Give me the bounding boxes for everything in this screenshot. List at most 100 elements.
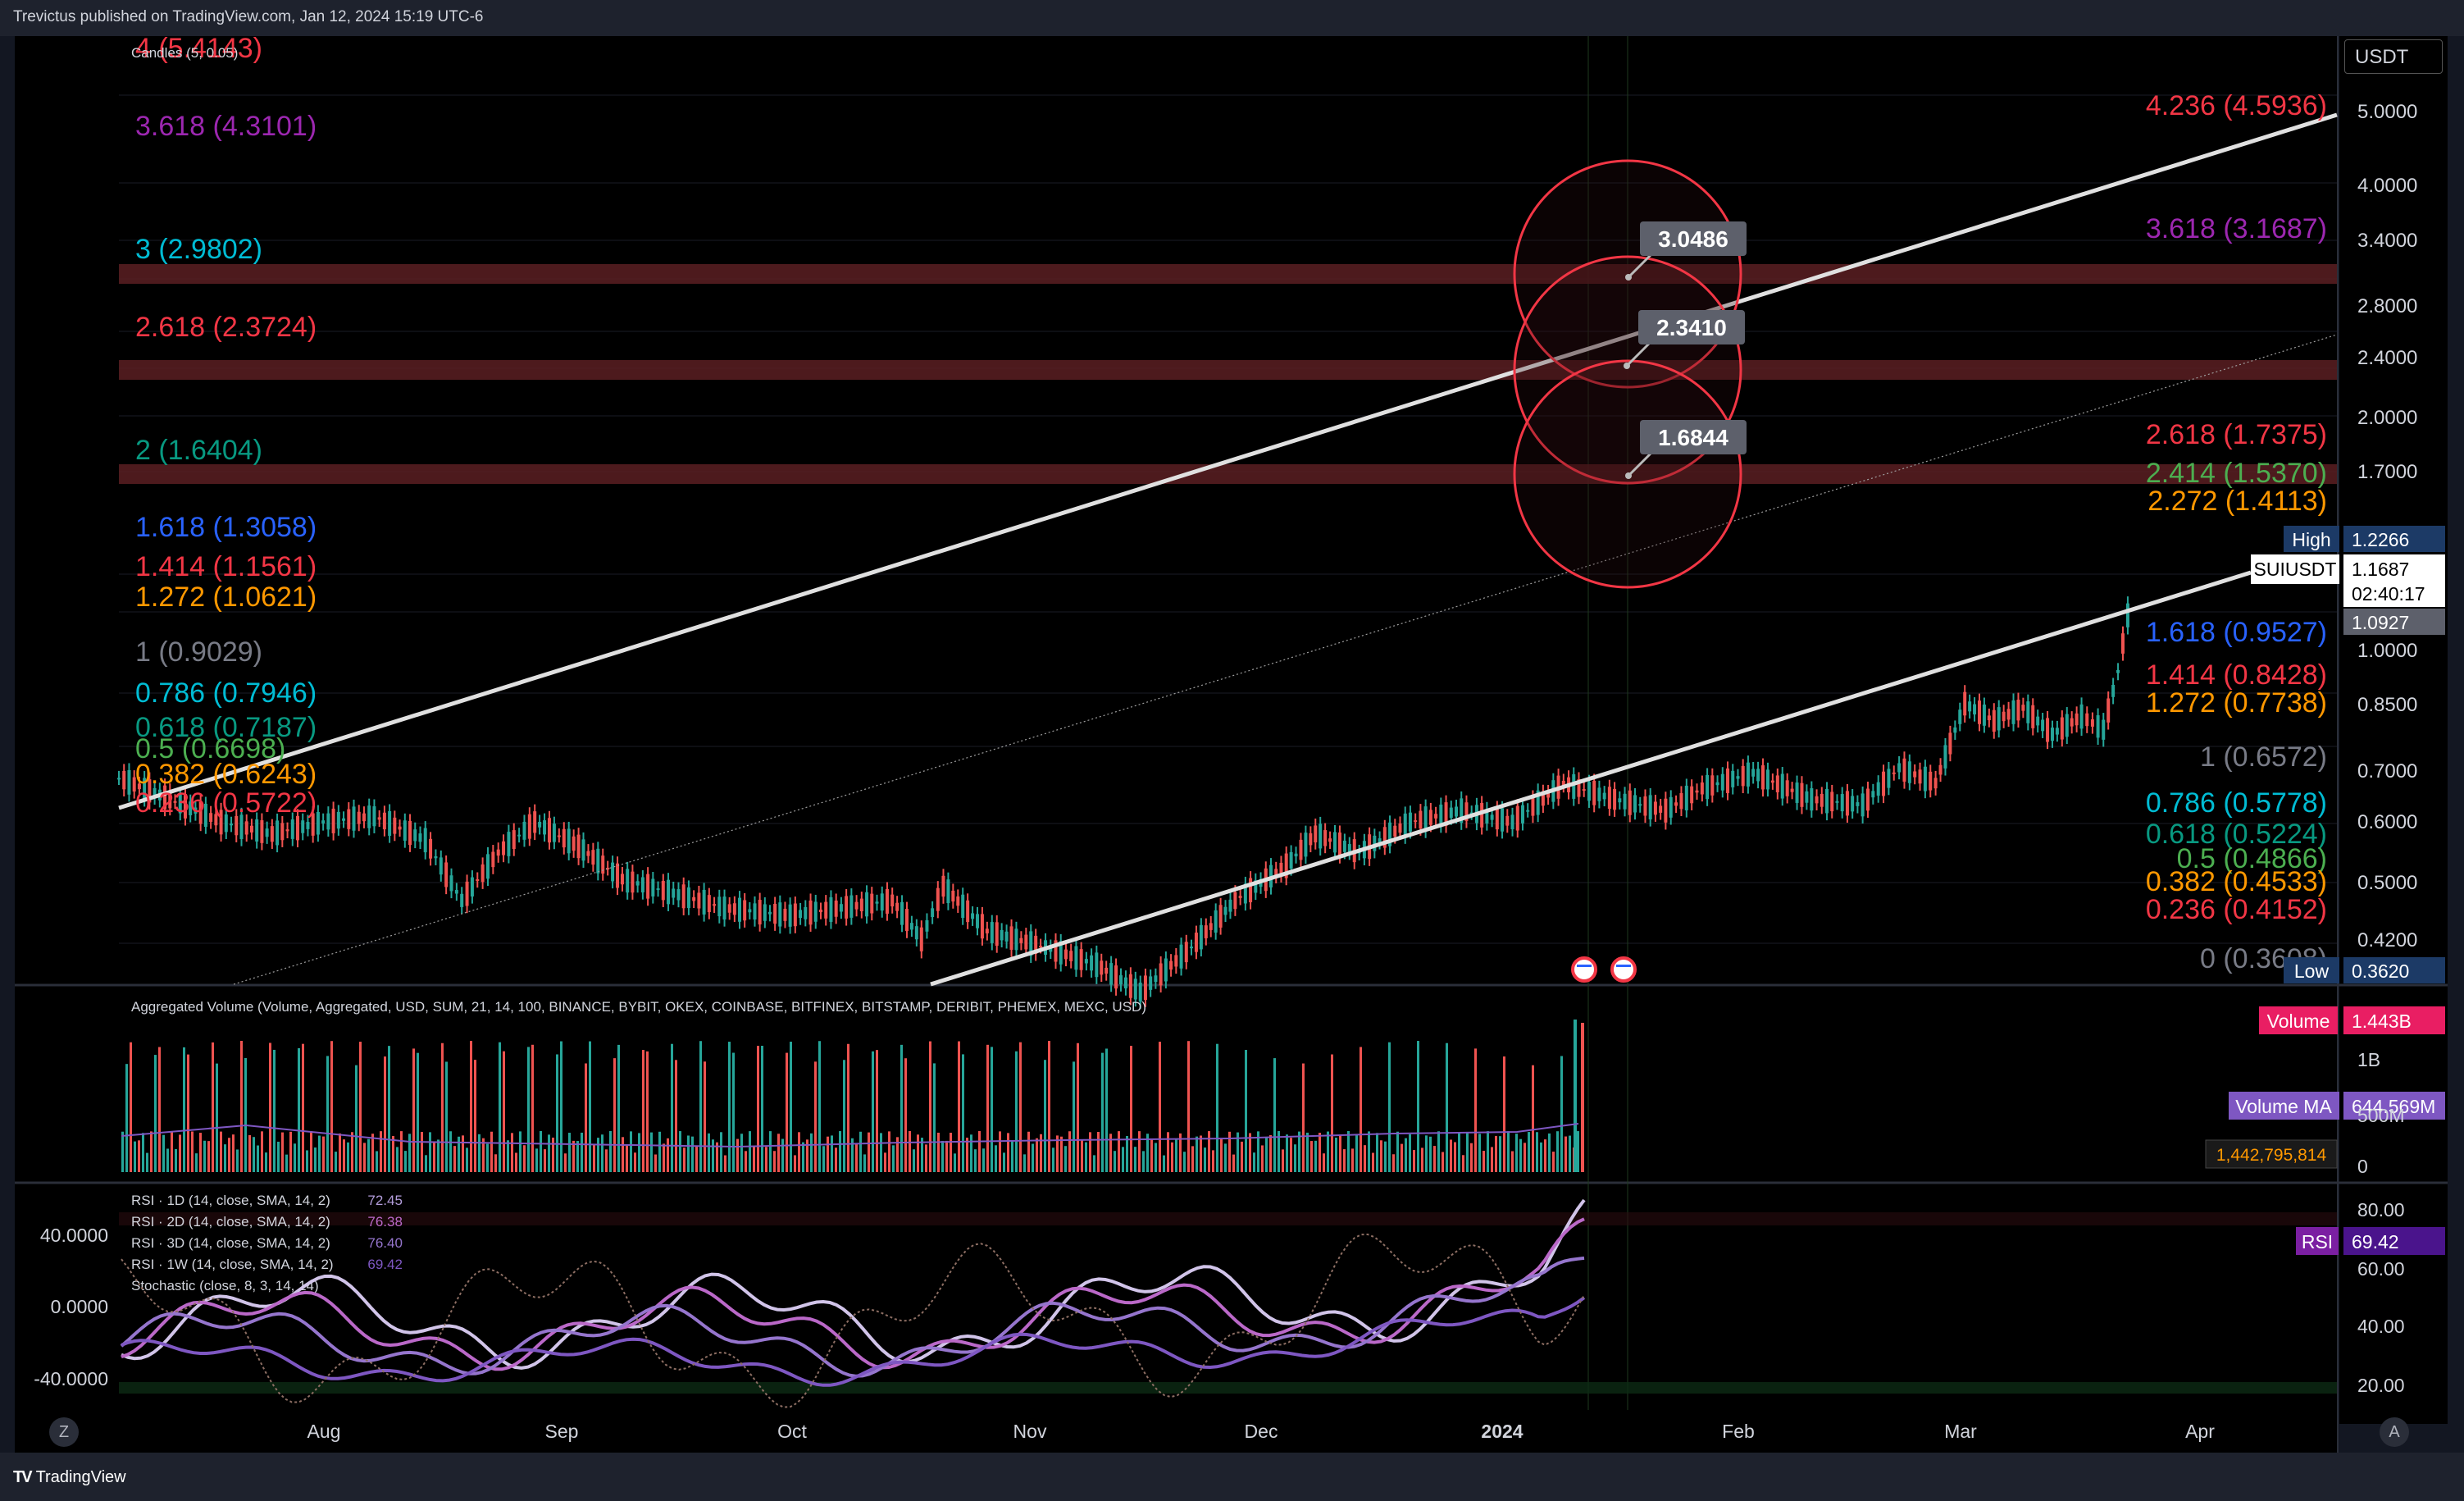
candle-body — [1000, 929, 1004, 941]
volume-bar — [991, 1047, 993, 1172]
candle-body — [834, 900, 838, 917]
candle-body — [1795, 782, 1799, 803]
volume-bar — [535, 1148, 538, 1172]
volume-bar — [1093, 1155, 1095, 1172]
rsi-3d-line — [120, 1256, 1585, 1378]
rsi-legend-value: 72.45 — [367, 1193, 403, 1208]
candle-body — [713, 904, 717, 906]
volume-value-badge — [2343, 1006, 2445, 1034]
fib-label-left: 0.236 (0.5722) — [135, 787, 317, 819]
rsi-legend: RSI · 3D (14, close, SMA, 14, 2) — [131, 1235, 330, 1251]
candle-body — [1973, 704, 1977, 714]
brand-name: TradingView — [35, 1468, 126, 1486]
volume-bar — [1351, 1148, 1354, 1172]
volume-bar — [1528, 1132, 1530, 1172]
time-axis-label: Feb — [1722, 1421, 1755, 1442]
rsi-legend-value: 76.38 — [367, 1214, 403, 1230]
volume-bar — [224, 1144, 226, 1172]
volume-bar — [622, 1137, 624, 1172]
log-scale-button[interactable]: Z — [49, 1417, 79, 1447]
candle-body — [336, 811, 340, 829]
candle-body — [793, 903, 797, 927]
tradingview-brand[interactable]: TV TradingView — [13, 1468, 126, 1487]
candle-body — [976, 914, 980, 928]
candle-body — [799, 910, 803, 919]
volume-bar — [1314, 1140, 1317, 1172]
candle-body — [941, 875, 945, 897]
volume-bar — [330, 1041, 333, 1172]
volume-bar — [134, 1141, 136, 1172]
candle-body — [1342, 840, 1346, 852]
volume-bar — [458, 1136, 460, 1172]
volume-bar — [880, 1133, 882, 1172]
volume-bar — [872, 1051, 874, 1172]
volume-bar — [1109, 1134, 1112, 1172]
volume-bar — [843, 1060, 845, 1172]
candle-body — [1439, 804, 1443, 826]
candle-body — [2036, 716, 2040, 726]
volume-bar — [285, 1154, 288, 1172]
rsi-scale-tick: 20.00 — [2357, 1375, 2405, 1396]
price-scale[interactable] — [2339, 36, 2448, 1424]
candle-body — [377, 817, 381, 820]
stoch-scale-tick: 40.0000 — [40, 1225, 108, 1246]
candle-body — [137, 783, 141, 790]
candle-body — [1770, 780, 1774, 783]
candle-body — [1933, 778, 1938, 789]
candle-body — [1526, 810, 1530, 812]
volume-bar — [1216, 1043, 1218, 1172]
time-axis[interactable] — [15, 1410, 2337, 1453]
candle-body — [1159, 963, 1163, 986]
target-label: 1.6844 — [1658, 425, 1728, 450]
fib-label-right: 3.618 (3.1687) — [2146, 213, 2327, 244]
rsi-value-badge — [2343, 1227, 2445, 1255]
candle-body — [290, 819, 294, 839]
volume-bar — [1401, 1143, 1403, 1172]
volume-bar — [1183, 1152, 1186, 1172]
candle-body — [398, 826, 402, 830]
volume-bar — [773, 1151, 776, 1172]
target-label: 2.3410 — [1656, 315, 1727, 340]
candle-body — [388, 810, 392, 836]
candle-body — [1254, 880, 1258, 893]
volume-bar — [343, 1139, 345, 1172]
volume-bar — [1023, 1154, 1026, 1172]
volume-bar — [289, 1131, 292, 1172]
volume-bar — [1212, 1150, 1214, 1172]
candle-body — [173, 801, 177, 803]
volume-bar — [1319, 1133, 1321, 1172]
volume-bar — [732, 1052, 735, 1172]
candle-body — [808, 900, 813, 925]
volume-bar — [195, 1153, 198, 1172]
candle-body — [692, 896, 696, 901]
volume-bar — [1327, 1131, 1329, 1172]
target-callout-line — [1625, 341, 1651, 367]
currency-badge[interactable]: USDT — [2344, 39, 2443, 74]
candle-body — [460, 893, 464, 907]
volume-bar — [671, 1043, 673, 1172]
volume-bar — [1560, 1056, 1563, 1172]
volume-bar — [777, 1134, 780, 1172]
volume-bar — [433, 1142, 435, 1172]
volume-bar — [1482, 1151, 1485, 1172]
volume-bar — [351, 1132, 353, 1172]
volume-bar — [601, 1134, 603, 1172]
candle-body — [1104, 967, 1109, 974]
volume-bar — [1507, 1131, 1510, 1172]
candle-body — [1169, 960, 1173, 970]
candle-body — [1069, 951, 1073, 961]
volume-bar — [1495, 1135, 1497, 1172]
volume-bar — [1142, 1151, 1145, 1172]
candle-body — [1805, 791, 1809, 803]
candle-body — [352, 806, 356, 831]
volume-bar — [1347, 1131, 1350, 1172]
volume-bar — [1052, 1147, 1054, 1172]
candle-body — [845, 896, 849, 919]
auto-scale-button[interactable]: A — [2380, 1417, 2409, 1447]
volume-bar — [1265, 1137, 1268, 1172]
volume-bar — [1417, 1041, 1419, 1172]
stochastic-line — [121, 1233, 1585, 1408]
candle-body — [909, 923, 913, 930]
candle-body — [1953, 727, 1957, 733]
volume-bar — [1331, 1054, 1333, 1172]
